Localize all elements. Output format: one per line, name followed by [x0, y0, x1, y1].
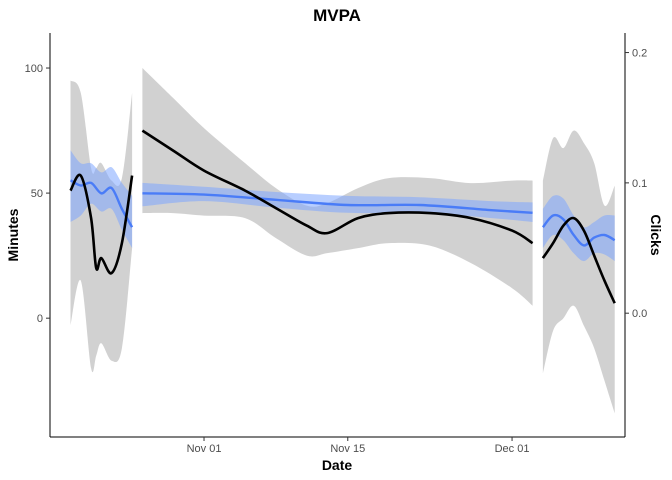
chart-title: MVPA	[313, 6, 361, 25]
y2-tick-label: 0.1	[632, 178, 647, 190]
y-axis-title: Minutes	[5, 208, 21, 261]
y-axis-ticks: 0 50 100	[25, 63, 50, 325]
y2-tick-label: 0.0	[632, 308, 647, 320]
x-axis-title: Date	[322, 457, 353, 473]
x-tick-label: Nov 15	[330, 443, 365, 455]
minutes-line-2	[141, 129, 534, 245]
clicks-line-1	[69, 179, 134, 228]
minutes-band-3	[542, 130, 615, 414]
clicks-line-3	[541, 213, 616, 247]
x-tick-label: Dec 01	[495, 443, 530, 455]
clicks-band-3	[542, 195, 615, 262]
y-tick-label: 50	[31, 188, 43, 200]
y2-axis-ticks: 0.0 0.1 0.2	[625, 48, 647, 320]
y-tick-label: 100	[25, 63, 43, 75]
y2-tick-label: 0.2	[632, 48, 647, 60]
confidence-bands	[70, 68, 615, 414]
x-tick-label: Nov 01	[187, 443, 222, 455]
clicks-line-2	[142, 192, 533, 214]
x-axis-ticks: Nov 01 Nov 15 Dec 01	[187, 437, 530, 455]
clicks-band-1	[70, 150, 133, 248]
minutes-band-2	[142, 68, 533, 306]
series-lines	[69, 129, 616, 304]
minutes-line-3	[541, 216, 616, 304]
y2-axis-title: Clicks	[648, 214, 664, 255]
minutes-line-1	[69, 173, 134, 275]
minutes-band-1	[70, 80, 133, 373]
y-tick-label: 0	[37, 313, 43, 325]
